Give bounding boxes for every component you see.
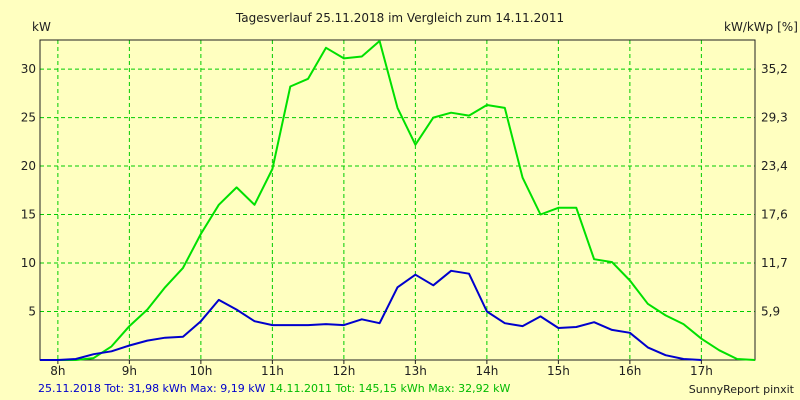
x-tick-label: 15h <box>547 364 570 378</box>
x-tick-label: 8h <box>50 364 65 378</box>
credit-text: SunnyReport pinxit <box>688 383 794 396</box>
y-tick-label-right: 5,9 <box>761 305 780 319</box>
x-tick-label: 12h <box>332 364 355 378</box>
y-tick-label-right: 35,2 <box>761 62 788 76</box>
y-tick-label-left: 25 <box>21 111 36 125</box>
y-tick-label-right: 11,7 <box>761 256 788 270</box>
y-axis-right-label: kW/kWp [%] <box>724 20 798 34</box>
x-tick-label: 11h <box>261 364 284 378</box>
footer-green-series: 14.11.2011 Tot: 145,15 kWh Max: 32,92 kW <box>268 382 511 395</box>
y-tick-label-right: 29,3 <box>761 111 788 125</box>
x-tick-label: 16h <box>618 364 641 378</box>
x-tick-label: 13h <box>404 364 427 378</box>
y-tick-label-left: 20 <box>21 159 36 173</box>
x-tick-label: 9h <box>122 364 137 378</box>
y-tick-label-left: 30 <box>21 62 36 76</box>
x-tick-label: 10h <box>189 364 212 378</box>
plot-frame <box>39 39 756 361</box>
footer-blue-series: 25.11.2018 Tot: 31,98 kWh Max: 9,19 kW <box>38 382 266 395</box>
series-lines <box>40 40 756 361</box>
y-tick-label-left: 10 <box>21 256 36 270</box>
y-axis-left-label: kW <box>32 20 51 34</box>
x-tick-label: 17h <box>690 364 713 378</box>
y-tick-label-right: 23,4 <box>761 159 788 173</box>
series-line-14.11.2011 <box>40 40 756 361</box>
y-tick-label-right: 17,6 <box>761 208 788 222</box>
chart-title: Tagesverlauf 25.11.2018 im Vergleich zum… <box>235 11 564 25</box>
x-tick-label: 14h <box>475 364 498 378</box>
y-tick-label-left: 15 <box>21 208 36 222</box>
y-tick-label-left: 5 <box>28 305 36 319</box>
series-line-25.11.2018 <box>40 269 702 361</box>
grid-lines <box>40 40 755 360</box>
tick-labels: 8h 9h 10h 11h 12h 13h 14h 15h 16h 17h 5 10 15 20 25 30 5… <box>21 62 788 378</box>
footer-summary: 25.11.2018 Tot: 31,98 kWh Max: 9,19 kW 1… <box>38 382 510 395</box>
